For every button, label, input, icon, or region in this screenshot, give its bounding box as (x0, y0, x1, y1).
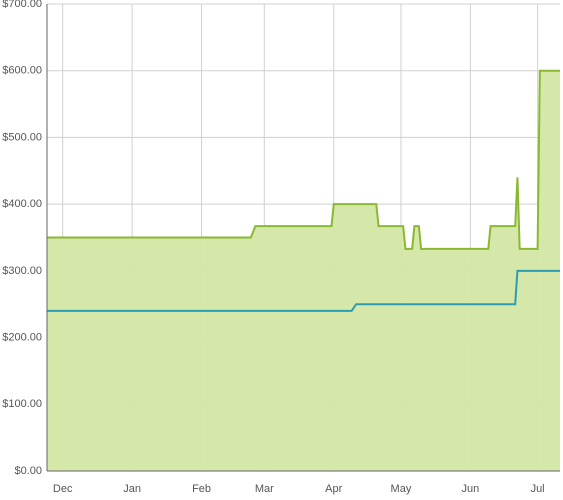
y-tick-label: $100.00 (2, 398, 42, 410)
y-tick-label: $700.00 (2, 0, 42, 10)
y-tick-label: $200.00 (2, 331, 42, 343)
x-tick-label: Feb (192, 483, 211, 495)
y-tick-label: $0.00 (14, 465, 42, 477)
x-tick-label: Jul (531, 483, 545, 495)
y-tick-label: $500.00 (2, 131, 42, 143)
x-tick-label: Jan (123, 483, 141, 495)
y-tick-label: $600.00 (2, 65, 42, 77)
x-tick-label: May (391, 483, 412, 495)
x-tick-label: Dec (53, 483, 73, 495)
y-tick-label: $400.00 (2, 198, 42, 210)
area (47, 70, 560, 471)
x-tick-label: Apr (325, 483, 342, 495)
x-tick-label: Jun (462, 483, 480, 495)
line (47, 269, 560, 312)
line (47, 69, 560, 250)
y-tick-label: $300.00 (2, 265, 42, 277)
x-tick-label: Mar (255, 483, 274, 495)
